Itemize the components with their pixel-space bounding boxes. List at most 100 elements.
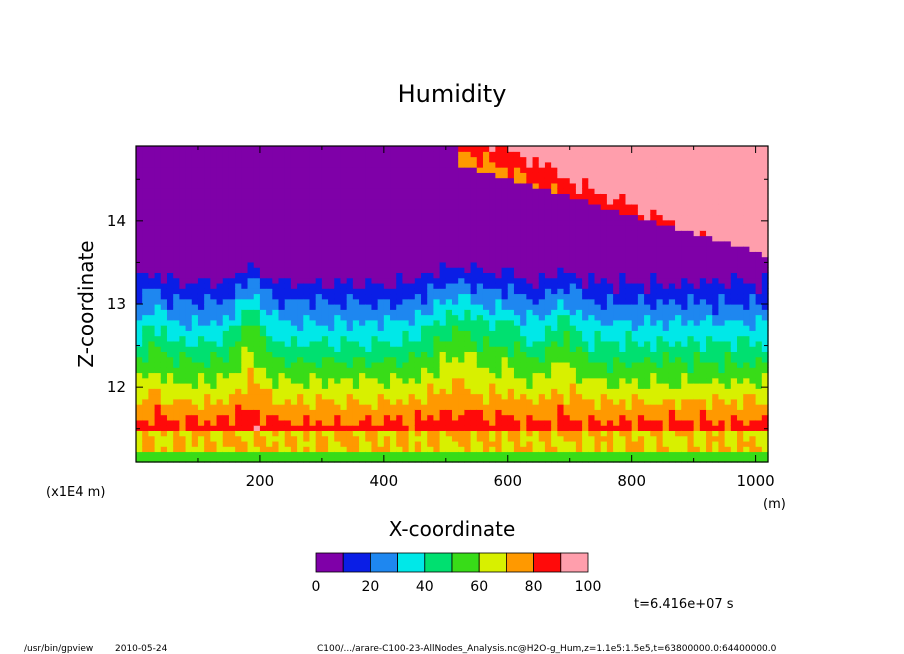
- heatmap-cell: [365, 246, 373, 252]
- heatmap-cell: [625, 398, 633, 405]
- heatmap-cell: [594, 161, 602, 168]
- heatmap-cell: [247, 230, 255, 237]
- heatmap-cell: [588, 282, 596, 289]
- heatmap-cell: [352, 419, 360, 426]
- heatmap-cell: [427, 198, 435, 205]
- heatmap-cell: [352, 203, 360, 210]
- heatmap-cell: [228, 167, 236, 173]
- heatmap-cell: [235, 356, 242, 363]
- heatmap-cell: [588, 377, 596, 384]
- heatmap-cell: [204, 251, 211, 258]
- heatmap-cell: [247, 172, 255, 179]
- heatmap-cell: [216, 393, 224, 400]
- heatmap-cell: [321, 182, 329, 189]
- heatmap-cell: [532, 340, 540, 347]
- heatmap-cell: [309, 414, 317, 421]
- heatmap-cell: [507, 340, 515, 347]
- heatmap-cell: [321, 435, 329, 442]
- heatmap-cell: [544, 304, 552, 310]
- heatmap-cell: [594, 156, 602, 163]
- heatmap-cell: [185, 446, 193, 453]
- heatmap-cell: [290, 419, 298, 426]
- heatmap-cell: [173, 167, 180, 173]
- heatmap-cell: [154, 335, 162, 342]
- heatmap-cell: [551, 372, 558, 379]
- heatmap-cell: [334, 393, 342, 400]
- heatmap-cell: [284, 330, 292, 337]
- heatmap-cell: [538, 219, 546, 226]
- heatmap-cell: [383, 240, 391, 247]
- heatmap-cell: [613, 309, 620, 316]
- heatmap-cell: [594, 272, 602, 279]
- heatmap-cell: [173, 214, 180, 221]
- heatmap-cell: [204, 404, 211, 410]
- heatmap-cell: [241, 414, 249, 421]
- heatmap-cell: [303, 456, 311, 463]
- heatmap-cell: [439, 267, 447, 273]
- heatmap-cell: [136, 314, 143, 321]
- heatmap-cell: [526, 393, 534, 400]
- heatmap-cell: [253, 282, 261, 289]
- heatmap-cell: [278, 267, 286, 273]
- heatmap-cell: [421, 404, 428, 410]
- heatmap-cell: [402, 340, 410, 347]
- heatmap-cell: [600, 177, 608, 184]
- heatmap-cell: [538, 367, 546, 374]
- heatmap-cell: [606, 293, 614, 300]
- heatmap-cell: [154, 246, 162, 252]
- heatmap-cell: [371, 188, 379, 194]
- heatmap-cell: [253, 214, 261, 221]
- heatmap-cell: [315, 440, 323, 447]
- heatmap-cell: [421, 440, 428, 447]
- heatmap-cell: [538, 251, 546, 258]
- heatmap-cell: [476, 161, 484, 168]
- heatmap-cell: [197, 230, 205, 237]
- heatmap-cell: [148, 151, 156, 158]
- heatmap-cell: [551, 188, 558, 194]
- heatmap-cell: [513, 182, 521, 189]
- heatmap-cell: [452, 261, 459, 268]
- heatmap-cell: [507, 430, 515, 437]
- heatmap-cell: [482, 167, 490, 173]
- heatmap-cell: [290, 330, 298, 337]
- heatmap-cell: [371, 409, 379, 416]
- heatmap-cell: [247, 209, 255, 216]
- heatmap-cell: [228, 188, 236, 194]
- heatmap-cell: [334, 372, 342, 379]
- heatmap-cell: [557, 398, 565, 405]
- heatmap-cell: [340, 451, 348, 458]
- heatmap-cell: [346, 198, 354, 205]
- heatmap-cell: [383, 435, 391, 442]
- heatmap-cell: [588, 340, 596, 347]
- heatmap-cell: [631, 219, 639, 226]
- heatmap-cell: [650, 419, 658, 426]
- heatmap-cell: [346, 377, 354, 384]
- heatmap-cell: [365, 414, 373, 421]
- heatmap-cell: [625, 198, 633, 205]
- heatmap-cell: [334, 356, 342, 363]
- heatmap-cell: [197, 172, 205, 179]
- heatmap-cell: [266, 214, 273, 221]
- heatmap-cell: [414, 446, 422, 453]
- heatmap-cell: [390, 330, 397, 337]
- heatmap-cell: [365, 409, 373, 416]
- heatmap-cell: [613, 351, 620, 358]
- heatmap-cell: [290, 161, 298, 168]
- heatmap-cell: [557, 377, 565, 384]
- heatmap-cell: [588, 414, 596, 421]
- heatmap-cell: [160, 351, 168, 358]
- heatmap-cell: [197, 435, 205, 442]
- heatmap-cell: [414, 325, 422, 331]
- heatmap-cell: [644, 409, 651, 416]
- heatmap-cell: [495, 219, 503, 226]
- heatmap-cell: [445, 330, 453, 337]
- heatmap-cell: [650, 388, 658, 395]
- heatmap-cell: [377, 319, 385, 326]
- heatmap-cell: [179, 419, 187, 426]
- heatmap-cell: [569, 267, 577, 273]
- heatmap-cell: [594, 298, 602, 305]
- heatmap-cell: [464, 161, 472, 168]
- heatmap-cell: [253, 325, 261, 331]
- heatmap-cell: [359, 230, 366, 237]
- heatmap-cell: [513, 267, 521, 273]
